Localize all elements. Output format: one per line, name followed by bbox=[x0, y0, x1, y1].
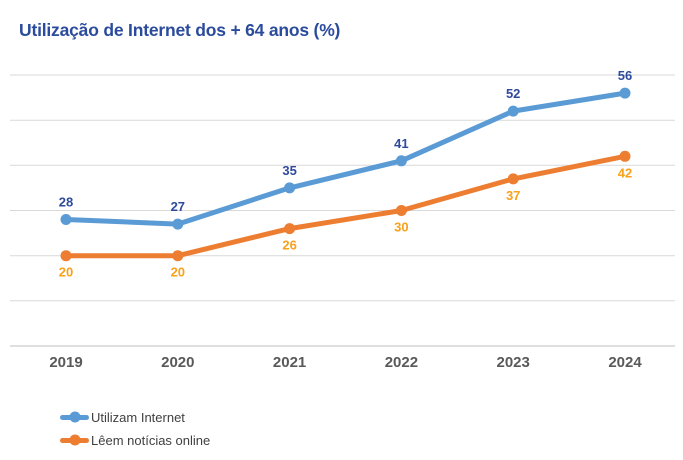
data-label: 35 bbox=[282, 163, 296, 178]
legend-marker-dot bbox=[69, 411, 80, 423]
data-label: 37 bbox=[506, 188, 520, 203]
data-point bbox=[60, 250, 72, 262]
x-tick-label: 2021 bbox=[273, 354, 306, 371]
x-tick-label: 2024 bbox=[608, 354, 642, 371]
data-label: 28 bbox=[59, 195, 73, 210]
series-line-1 bbox=[63, 153, 628, 259]
legend-item-leem-noticias-online: Lêem notícias online bbox=[60, 432, 210, 448]
x-tick-label: 2023 bbox=[497, 354, 530, 371]
data-point bbox=[284, 182, 296, 194]
data-point bbox=[172, 250, 184, 262]
data-label: 26 bbox=[282, 238, 296, 253]
data-label: 52 bbox=[506, 86, 520, 101]
data-label: 20 bbox=[59, 265, 73, 280]
legend-item-utilizam-internet: Utilizam Internet bbox=[60, 409, 210, 425]
data-point bbox=[507, 173, 519, 185]
chart-title: Utilização de Internet dos + 64 anos (%) bbox=[19, 20, 341, 40]
data-label: 42 bbox=[618, 165, 632, 180]
series-line-0 bbox=[63, 90, 628, 227]
data-point bbox=[619, 87, 631, 99]
legend-marker-line bbox=[60, 411, 89, 423]
x-tick-label: 2020 bbox=[161, 354, 194, 371]
legend-marker-line bbox=[60, 434, 89, 446]
data-label: 30 bbox=[394, 220, 408, 235]
data-point bbox=[507, 105, 519, 117]
legend-label: Lêem notícias online bbox=[91, 432, 211, 448]
data-label: 27 bbox=[171, 199, 185, 214]
legend-marker-dot bbox=[69, 434, 80, 446]
x-tick-label: 2019 bbox=[49, 354, 82, 371]
legend-label: Utilizam Internet bbox=[91, 409, 185, 425]
data-point bbox=[395, 205, 407, 216]
data-point bbox=[284, 223, 296, 235]
data-point bbox=[172, 218, 184, 230]
data-label: 56 bbox=[618, 68, 632, 83]
legend: Utilizam Internet Lêem notícias online bbox=[60, 409, 210, 448]
data-label: 41 bbox=[394, 136, 408, 151]
data-point bbox=[619, 150, 631, 162]
data-label: 20 bbox=[171, 265, 185, 280]
data-point bbox=[60, 214, 72, 225]
data-point bbox=[395, 155, 407, 167]
x-tick-label: 2022 bbox=[385, 354, 418, 371]
